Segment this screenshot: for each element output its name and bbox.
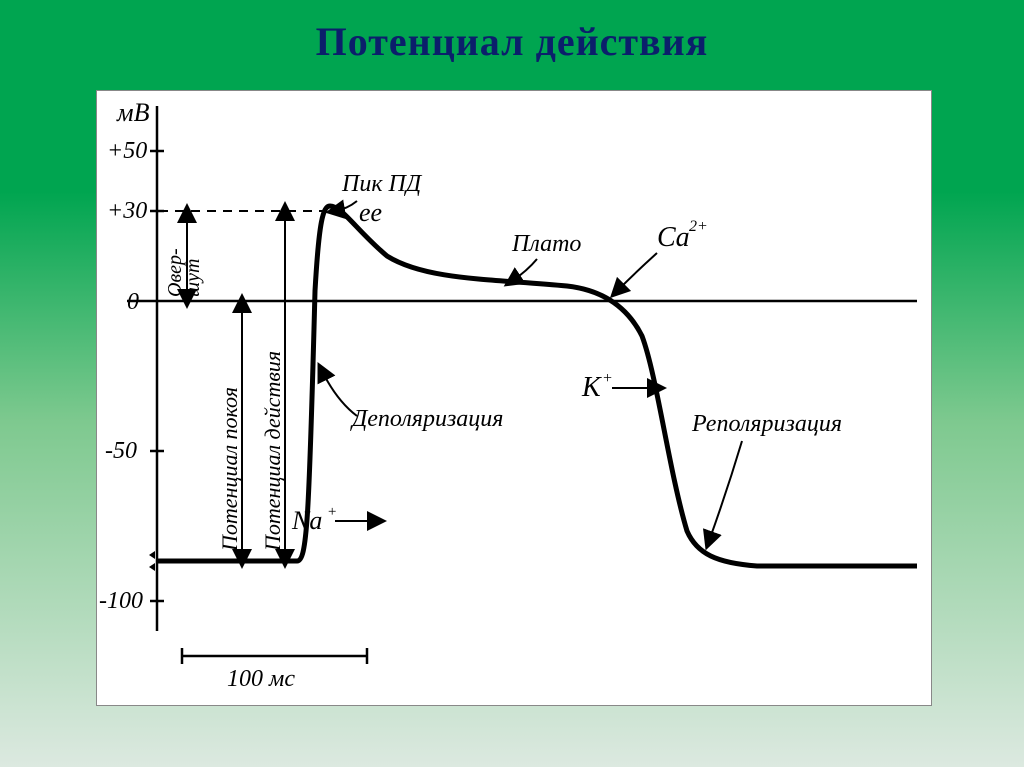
- ca-label: Ca 2+: [617, 218, 708, 291]
- slide: Потенциал действия +50 +30: [0, 0, 1024, 767]
- y-unit: мВ: [116, 98, 150, 127]
- slide-title: Потенциал действия: [0, 18, 1024, 65]
- depol-label: Деполяризация: [350, 406, 503, 432]
- svg-text:+: +: [602, 370, 613, 387]
- overshoot-text: Овер- шут: [164, 243, 204, 297]
- ytick-label: -50: [105, 438, 137, 464]
- time-scale: 100 мс: [182, 648, 367, 692]
- peak-label: Пик ПД: [341, 171, 423, 197]
- chart-svg: +50 +30 0 -50 -100 мВ: [97, 91, 931, 705]
- ap-label: Потенциал действия: [260, 351, 285, 552]
- ytick-label: -100: [99, 588, 143, 614]
- ytick-label: +30: [107, 198, 147, 224]
- plateau-label: Плато: [511, 231, 581, 257]
- svg-text:K: K: [581, 372, 602, 403]
- na-label: Na +: [291, 504, 377, 535]
- peak-arrow: [335, 201, 357, 211]
- k-label: K +: [581, 370, 657, 403]
- svg-text:Ca: Ca: [657, 222, 690, 253]
- repol-arrow: [709, 441, 742, 541]
- ytick-label: 0: [127, 289, 139, 315]
- resting-label: Потенциал покоя: [217, 387, 242, 552]
- svg-text:Na: Na: [291, 506, 322, 535]
- ytick-label: +50: [107, 138, 147, 164]
- plateau-arrow: [512, 259, 537, 281]
- y-ticks: +50 +30 0 -50 -100: [99, 138, 164, 614]
- chart-container: +50 +30 0 -50 -100 мВ: [96, 90, 932, 706]
- repol-label: Реполяризация: [691, 411, 842, 437]
- svg-text:2+: 2+: [689, 218, 708, 235]
- svg-text:100 мс: 100 мс: [227, 666, 295, 692]
- svg-text:+: +: [327, 504, 337, 520]
- scribble: ее: [359, 198, 382, 227]
